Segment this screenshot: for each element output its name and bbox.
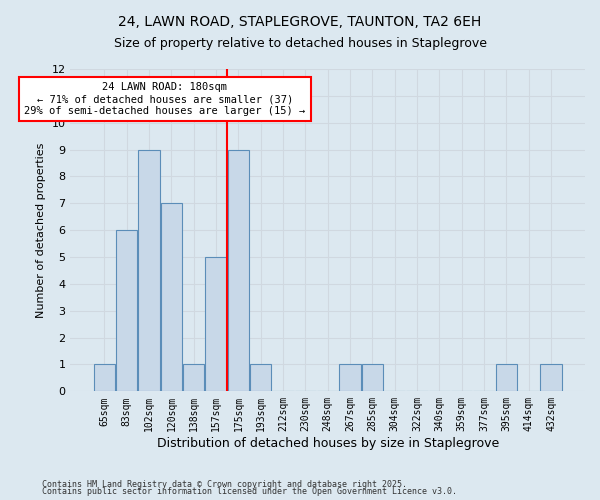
Bar — [340, 364, 361, 392]
Bar — [116, 230, 137, 392]
Bar — [139, 150, 160, 392]
Bar — [228, 150, 249, 392]
X-axis label: Distribution of detached houses by size in Staplegrove: Distribution of detached houses by size … — [157, 437, 499, 450]
Text: Size of property relative to detached houses in Staplegrove: Size of property relative to detached ho… — [113, 38, 487, 51]
Bar — [161, 204, 182, 392]
Bar — [94, 364, 115, 392]
Text: Contains public sector information licensed under the Open Government Licence v3: Contains public sector information licen… — [42, 487, 457, 496]
Bar — [541, 364, 562, 392]
Bar — [250, 364, 271, 392]
Text: 24, LAWN ROAD, STAPLEGROVE, TAUNTON, TA2 6EH: 24, LAWN ROAD, STAPLEGROVE, TAUNTON, TA2… — [118, 15, 482, 29]
Bar — [496, 364, 517, 392]
Bar — [183, 364, 205, 392]
Bar — [362, 364, 383, 392]
Text: Contains HM Land Registry data © Crown copyright and database right 2025.: Contains HM Land Registry data © Crown c… — [42, 480, 407, 489]
Text: 24 LAWN ROAD: 180sqm
← 71% of detached houses are smaller (37)
29% of semi-detac: 24 LAWN ROAD: 180sqm ← 71% of detached h… — [24, 82, 305, 116]
Bar — [205, 257, 227, 392]
Y-axis label: Number of detached properties: Number of detached properties — [36, 142, 46, 318]
